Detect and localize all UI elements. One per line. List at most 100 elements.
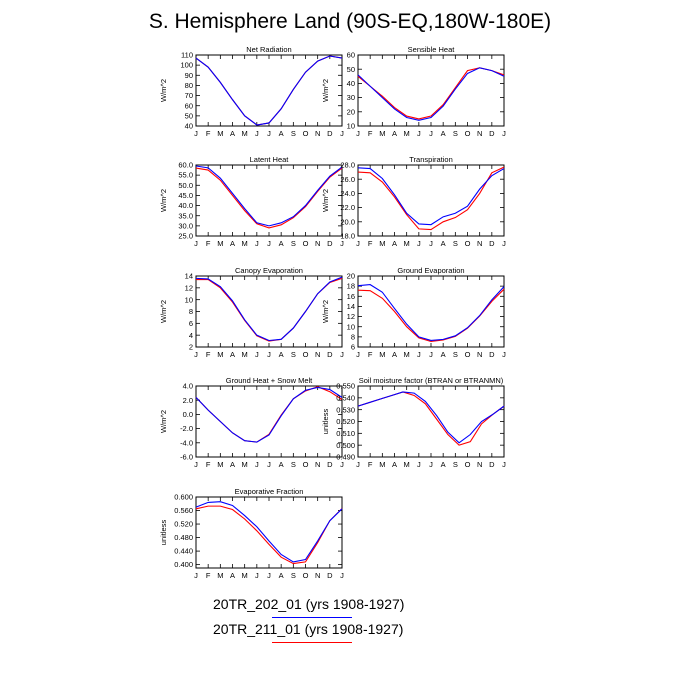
- panel-8-ytick-label: 0.530: [336, 405, 355, 414]
- panel-4-ytick-label: 28.0: [340, 161, 355, 170]
- panel-5-month-label: F: [206, 350, 211, 359]
- panel-7-title: Ground Heat + Snow Melt: [226, 376, 313, 385]
- panel-1-ytick-label: 70: [185, 91, 193, 100]
- panel-1-month-label: A: [230, 129, 235, 138]
- panel-7-month-label: D: [327, 460, 333, 469]
- panel-9-month-label: F: [206, 571, 211, 580]
- panel-3-title: Latent Heat: [250, 155, 290, 164]
- panel-9-month-label: J: [255, 571, 259, 580]
- panel-1-ytick-label: 90: [185, 71, 193, 80]
- panel-6-ytick-label: 12: [347, 312, 355, 321]
- panel-9-series-blue: [195, 501, 343, 563]
- panel-8-ytick-label: 0.500: [336, 441, 355, 450]
- panel-3-month-label: J: [267, 239, 271, 248]
- panel-9-month-label: J: [194, 571, 198, 580]
- panel-5-month-label: A: [279, 350, 284, 359]
- panel-4-month-label: J: [356, 239, 360, 248]
- panel-7-month-label: J: [340, 460, 344, 469]
- panel-7-month-label: N: [315, 460, 320, 469]
- panel-2-ylabel: W/m^2: [321, 79, 330, 102]
- panel-2-month-label: A: [392, 129, 397, 138]
- panel-1-ytick-label: 100: [180, 61, 193, 70]
- panel-5-month-label: D: [327, 350, 333, 359]
- panel-2-title: Sensible Heat: [408, 45, 456, 54]
- panel-3-month-label: S: [291, 239, 296, 248]
- panel-6-month-label: M: [379, 350, 385, 359]
- panel-9-series-red: [195, 505, 343, 565]
- panel-1-month-label: J: [267, 129, 271, 138]
- panel-8-month-label: O: [465, 460, 471, 469]
- panel-6-month-label: J: [356, 350, 360, 359]
- panel-4-frame: [357, 164, 505, 237]
- panel-8-ytick-label: 0.510: [336, 429, 355, 438]
- panel-5-title: Canopy Evaporation: [235, 266, 303, 275]
- panel-6-month-label: M: [404, 350, 410, 359]
- panel-8-title: Soil moisture factor (BTRAN or BTRANMN): [359, 376, 504, 385]
- panel-3-month-label: J: [340, 239, 344, 248]
- panel-9-ytick-label: 0.520: [174, 520, 193, 529]
- panel-1-month-label: J: [255, 129, 259, 138]
- panel-6-ytick-label: 18: [347, 282, 355, 291]
- panel-9-month-label: D: [327, 571, 333, 580]
- panel-6-month-label: J: [417, 350, 421, 359]
- panel-6-month-label: F: [368, 350, 373, 359]
- panel-2-ytick-label: 10: [347, 122, 355, 131]
- panel-3-ytick-label: 55.0: [178, 171, 193, 180]
- panel-6-month-label: O: [465, 350, 471, 359]
- panel-8-ytick-label: 0.490: [336, 453, 355, 462]
- panel-7-month-label: O: [303, 460, 309, 469]
- panel-9-ytick-label: 0.560: [174, 506, 193, 515]
- panel-8-series-red: [357, 391, 505, 446]
- legend-entry-2-label: 20TR_211_01 (yrs 1908-1927): [213, 621, 404, 637]
- panel-7-month-label: J: [267, 460, 271, 469]
- panel-1-month-label: J: [194, 129, 198, 138]
- panel-7-month-label: M: [217, 460, 223, 469]
- panel-6-series-blue: [357, 284, 505, 341]
- panel-4-series-red: [357, 166, 505, 231]
- panel-3-ylabel: W/m^2: [159, 189, 168, 212]
- panel-9-month-label: J: [340, 571, 344, 580]
- panel-6-frame: [357, 275, 505, 348]
- panel-8-month-label: J: [417, 460, 421, 469]
- panel-9-title: Evaporative Fraction: [235, 487, 304, 496]
- panel-4-month-label: O: [465, 239, 471, 248]
- panel-6-ytick-label: 16: [347, 292, 355, 301]
- panel-7-month-label: S: [291, 460, 296, 469]
- panel-2-series-blue: [357, 67, 505, 121]
- panel-1-month-label: F: [206, 129, 211, 138]
- panel-8-month-label: J: [502, 460, 506, 469]
- panel-7-ytick-label: -6.0: [180, 453, 193, 462]
- panel-2-month-label: J: [356, 129, 360, 138]
- panel-5-month-label: N: [315, 350, 320, 359]
- panel-6-ytick-label: 8: [351, 332, 355, 341]
- panel-9-ytick-label: 0.440: [174, 547, 193, 556]
- panel-2-ytick-label: 30: [347, 93, 355, 102]
- panel-1-month-label: A: [279, 129, 284, 138]
- panel-7-month-label: F: [206, 460, 211, 469]
- panel-3-month-label: J: [255, 239, 259, 248]
- panel-6-ytick-label: 20: [347, 272, 355, 281]
- panel-5-ytick-label: 12: [185, 283, 193, 292]
- panel-1-month-label: O: [303, 129, 309, 138]
- panel-3-month-label: M: [217, 239, 223, 248]
- panel-7-ylabel: W/m^2: [159, 410, 168, 433]
- legend-entry-2-swatch: [272, 642, 352, 643]
- panel-9-month-label: A: [230, 571, 235, 580]
- panel-2-ytick-label: 50: [347, 65, 355, 74]
- panel-8-month-label: A: [392, 460, 397, 469]
- panel-7-month-label: M: [242, 460, 248, 469]
- panel-6-month-label: J: [502, 350, 506, 359]
- panel-2-ytick-label: 40: [347, 79, 355, 88]
- panel-6-ytick-label: 10: [347, 322, 355, 331]
- panel-4-month-label: D: [489, 239, 495, 248]
- panel-2-ytick-label: 20: [347, 107, 355, 116]
- panel-4-month-label: F: [368, 239, 373, 248]
- panel-9-ytick-label: 0.480: [174, 533, 193, 542]
- panel-2-month-label: F: [368, 129, 373, 138]
- panel-4-month-label: N: [477, 239, 482, 248]
- panel-7-month-label: J: [194, 460, 198, 469]
- panel-9-month-label: S: [291, 571, 296, 580]
- panel-2-month-label: S: [453, 129, 458, 138]
- panel-2-month-label: M: [404, 129, 410, 138]
- panel-8-ytick-label: 0.520: [336, 417, 355, 426]
